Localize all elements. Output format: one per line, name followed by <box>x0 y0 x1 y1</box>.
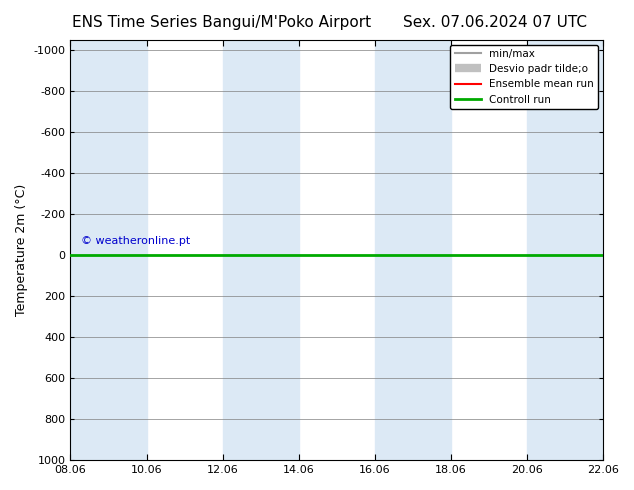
Bar <box>70 40 146 460</box>
Text: Sex. 07.06.2024 07 UTC: Sex. 07.06.2024 07 UTC <box>403 15 586 30</box>
Legend: min/max, Desvio padr tilde;o, Ensemble mean run, Controll run: min/max, Desvio padr tilde;o, Ensemble m… <box>450 45 598 109</box>
Bar <box>527 40 603 460</box>
Text: ENS Time Series Bangui/M'Poko Airport: ENS Time Series Bangui/M'Poko Airport <box>72 15 372 30</box>
Bar <box>223 40 299 460</box>
Bar <box>375 40 451 460</box>
Y-axis label: Temperature 2m (°C): Temperature 2m (°C) <box>15 184 28 316</box>
Text: © weatheronline.pt: © weatheronline.pt <box>81 236 190 246</box>
